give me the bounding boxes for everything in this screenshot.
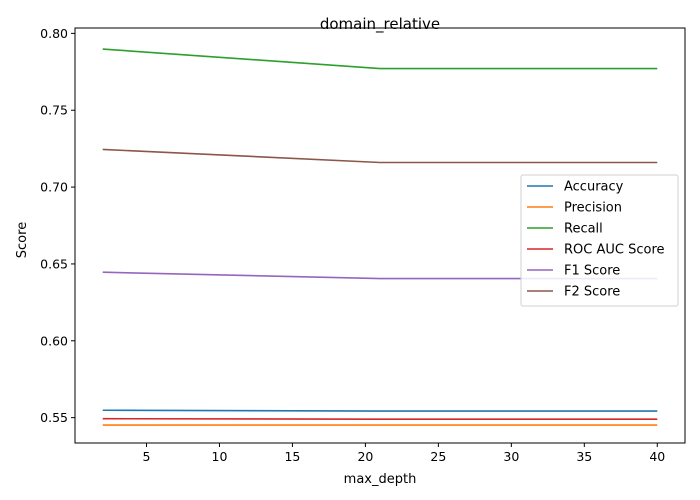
x-tick-label: 15 — [284, 449, 300, 464]
x-tick-label: 10 — [212, 449, 228, 464]
x-axis-label: max_depth — [344, 472, 417, 487]
chart-title: domain_relative — [320, 15, 440, 34]
x-tick-label: 35 — [576, 449, 592, 464]
legend: Accuracy Precision Recall ROC AUC Score F1 S… — [520, 174, 679, 307]
y-axis-label: Score — [15, 222, 30, 258]
legend-box — [520, 174, 679, 307]
y-tick-label: 0.70 — [40, 180, 68, 195]
x-tick-label: 40 — [649, 449, 665, 464]
x-tick-label: 5 — [143, 449, 151, 464]
legend-label-recall: Recall — [564, 222, 603, 237]
series-line-accuracy — [102, 409, 658, 412]
series-line-recall — [102, 48, 658, 70]
x-tick-label: 20 — [357, 449, 373, 464]
y-tick-label: 0.60 — [40, 333, 68, 348]
x-tick-label: 25 — [430, 449, 446, 464]
plot-area — [74, 27, 686, 444]
legend-label-f2-score: F2 Score — [564, 285, 620, 300]
legend-label-roc-auc-score: ROC AUC Score — [564, 243, 665, 258]
x-tick-label: 30 — [503, 449, 519, 464]
y-tick-label: 0.55 — [40, 410, 68, 425]
plot-frame — [74, 27, 686, 444]
legend-label-f1-score: F1 Score — [564, 264, 620, 279]
x-axis: 5 10 15 20 25 30 35 40 — [143, 443, 665, 464]
y-tick-label: 0.75 — [40, 103, 68, 118]
legend-label-accuracy: Accuracy — [564, 180, 624, 195]
y-axis: 0.55 0.60 0.65 0.70 0.75 0.80 — [40, 26, 75, 425]
legend-label-precision: Precision — [564, 201, 622, 216]
y-tick-label: 0.80 — [40, 26, 68, 41]
series-line-f2-score — [102, 148, 658, 164]
y-tick-label: 0.65 — [40, 256, 68, 271]
